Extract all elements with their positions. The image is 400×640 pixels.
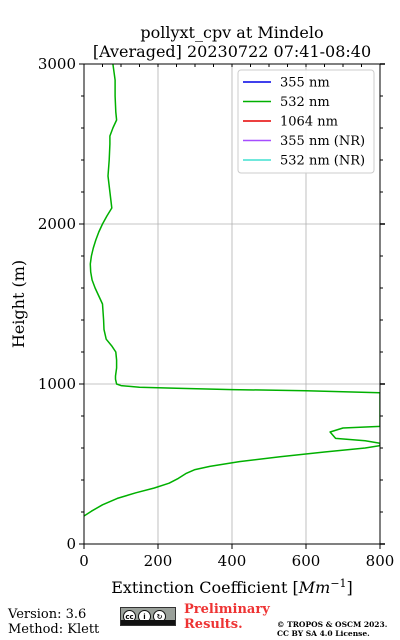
version-text: Version: 3.6 [8, 607, 87, 622]
x-tick-label: 800 [366, 552, 395, 570]
y-axis-label: Height (m) [9, 260, 28, 348]
y-tick-label: 2000 [38, 215, 76, 233]
preliminary-line-2: Results. [184, 617, 243, 632]
chart-subtitle: [Averaged] 20230722 07:41-08:40 [93, 42, 371, 61]
badge-strip [121, 620, 175, 625]
license-line-1: © TROPOS & OSCM 2023. [277, 620, 388, 629]
legend-label: 532 nm [280, 95, 330, 110]
series-line-532-nm [84, 64, 380, 517]
x-tick-label: 200 [144, 552, 173, 570]
x-tick-label: 600 [292, 552, 321, 570]
y-tick-label: 0 [66, 535, 76, 553]
legend-label: 532 nm (NR) [280, 154, 365, 169]
x-tick-label: 0 [79, 552, 89, 570]
legend-box [237, 69, 375, 174]
preliminary-results-note: Preliminary Results. [184, 602, 270, 632]
license-line-2: CC BY SA 4.0 License. [277, 629, 370, 638]
legend-label: 355 nm [280, 76, 330, 91]
chart-title: pollyxt_cpv at Mindelo [140, 23, 323, 42]
method-text: Method: Klett [8, 622, 100, 637]
license-note: © TROPOS & OSCM 2023. CC BY SA 4.0 Licen… [277, 620, 387, 638]
axis-ticks: 0 200 400 600 800 0 1000 2000 3000 [38, 55, 395, 570]
x-tick-label: 400 [218, 552, 247, 570]
legend-label: 355 nm (NR) [280, 134, 365, 149]
preliminary-line-1: Preliminary [184, 602, 270, 617]
y-tick-label: 3000 [38, 55, 76, 73]
legend-label: 1064 nm [280, 115, 338, 130]
series-layer [84, 64, 380, 517]
cc-license-badge[interactable]: cc i ↻ [120, 607, 176, 626]
legend: 355 nm 532 nm 1064 nm 355 nm (NR) 532 nm (NR… [237, 69, 375, 174]
y-tick-label: 1000 [38, 375, 76, 393]
x-axis-label: Extinction Coefficient [Mm−1] [111, 577, 353, 597]
